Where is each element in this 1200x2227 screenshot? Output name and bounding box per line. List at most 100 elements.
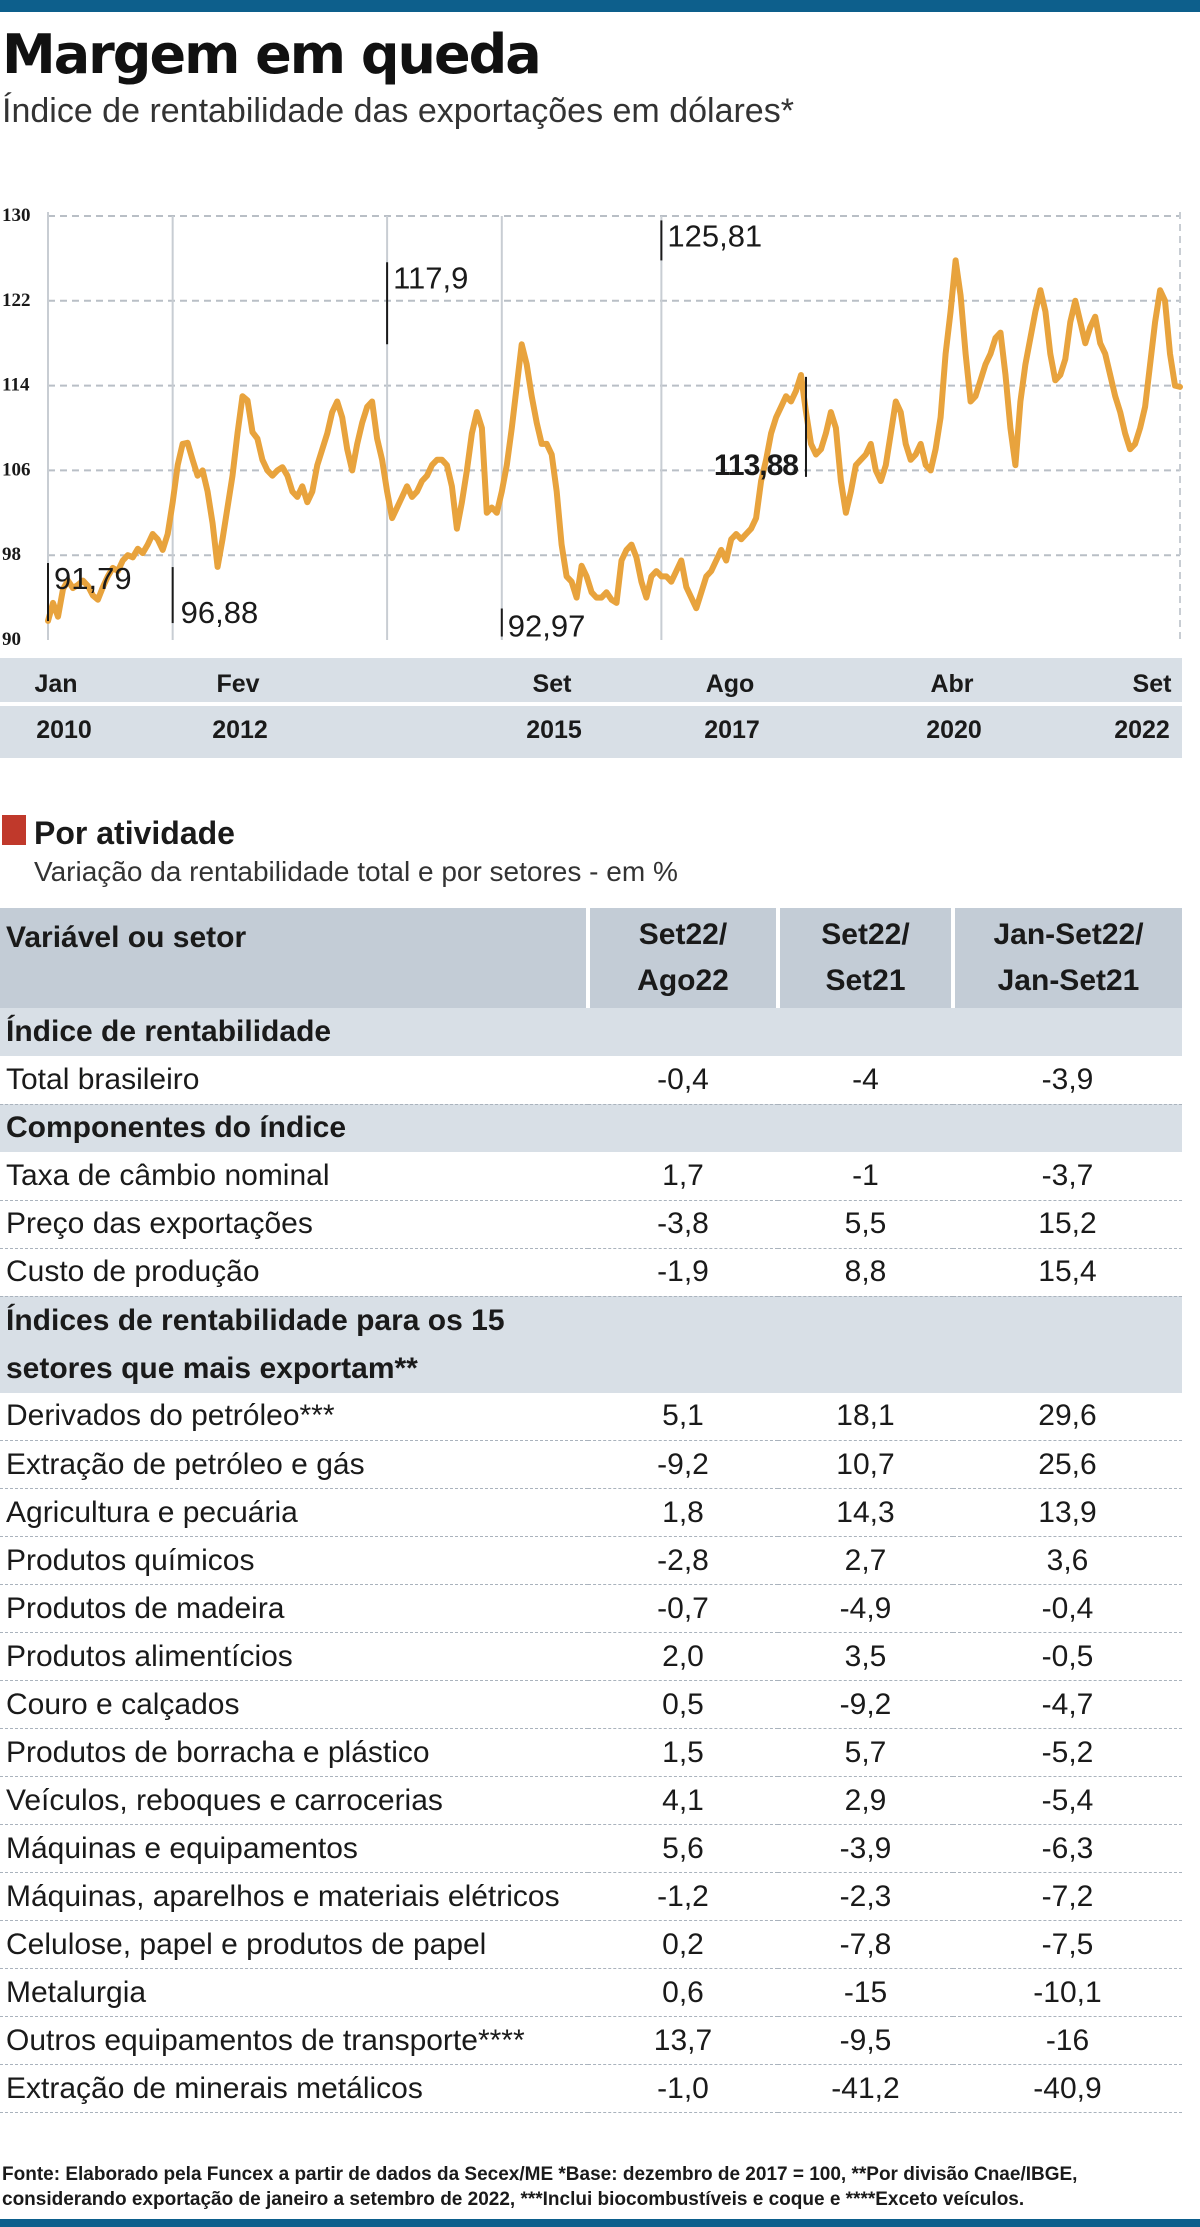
header-line: Jan-Set21 <box>997 964 1140 997</box>
row-label: Custo de produção <box>0 1248 588 1297</box>
page-title: Margem em queda <box>2 23 542 86</box>
table-row: Couro e calçados 0,5 -9,2 -4,7 <box>0 1680 1182 1729</box>
section-marker <box>2 815 26 845</box>
row-value: 29,6 <box>953 1392 1182 1441</box>
row-label: Extração de petróleo e gás <box>0 1440 588 1489</box>
table-row: Derivados do petróleo*** 5,1 18,1 29,6 <box>0 1392 1182 1441</box>
x-tick-month: Fev <box>216 670 260 698</box>
x-tick-month: Set <box>1132 670 1172 698</box>
header-variable: Variável ou setor <box>0 908 588 1008</box>
x-axis-month-band <box>0 658 1182 702</box>
row-label: Agricultura e pecuária <box>0 1488 588 1537</box>
row-value: -4,9 <box>778 1584 953 1633</box>
row-value: -3,9 <box>778 1824 953 1873</box>
table-row: Metalurgia 0,6 -15 -10,1 <box>0 1968 1182 2017</box>
row-value: 1,7 <box>588 1152 778 1201</box>
row-value: 5,1 <box>588 1392 778 1441</box>
row-value: -0,7 <box>588 1584 778 1633</box>
table-row: Produtos químicos -2,8 2,7 3,6 <box>0 1536 1182 1585</box>
row-label: Produtos químicos <box>0 1536 588 1585</box>
table-header-row: Variável ou setor Set22/Ago22 Set22/Set2… <box>0 908 1182 1008</box>
row-value: 2,7 <box>778 1536 953 1585</box>
table-group-row: Índices de rentabilidade para os 15 setor… <box>0 1296 1182 1393</box>
row-label: Celulose, papel e produtos de papel <box>0 1920 588 1969</box>
row-value: -4,7 <box>953 1680 1182 1729</box>
row-value: -7,5 <box>953 1920 1182 1969</box>
row-value: -3,7 <box>953 1152 1182 1201</box>
y-tick-label: 98 <box>2 544 21 565</box>
row-value: 3,5 <box>778 1632 953 1681</box>
group-label-line: Componentes do índice <box>6 1111 347 1145</box>
row-label: Veículos, reboques e carrocerias <box>0 1776 588 1825</box>
group-label: Índice de rentabilidade <box>0 1008 1182 1056</box>
row-value: -4 <box>778 1056 953 1105</box>
row-value: 2,0 <box>588 1632 778 1681</box>
table-row: Taxa de câmbio nominal 1,7 -1 -3,7 <box>0 1152 1182 1201</box>
x-axis-year-band <box>0 706 1182 758</box>
annotation-label: 117,9 <box>393 260 468 295</box>
group-label-line: Índices de rentabilidade para os 15 <box>6 1303 505 1337</box>
header-line: Ago22 <box>637 964 729 997</box>
row-value: 3,6 <box>953 1536 1182 1585</box>
table-row: Extração de minerais metálicos -1,0 -41,2-… <box>0 2064 1182 2113</box>
row-value: 5,5 <box>778 1200 953 1249</box>
table-group-row: Componentes do índice <box>0 1104 1182 1152</box>
row-value: 25,6 <box>953 1440 1182 1489</box>
row-value: -41,2 <box>778 2064 953 2113</box>
row-value: -1,0 <box>588 2064 778 2113</box>
row-value: 8,8 <box>778 1248 953 1297</box>
row-label: Produtos alimentícios <box>0 1632 588 1681</box>
row-value: 5,7 <box>778 1728 953 1777</box>
annotation-label: 91,79 <box>54 561 132 596</box>
row-value: 15,4 <box>953 1248 1182 1297</box>
bottom-accent-bar <box>0 2219 1200 2227</box>
row-value: -9,2 <box>778 1680 953 1729</box>
y-tick-label: 90 <box>2 629 21 650</box>
row-value: -0,4 <box>953 1584 1182 1633</box>
row-value: 1,8 <box>588 1488 778 1537</box>
row-label: Outros equipamentos de transporte**** <box>0 2016 588 2065</box>
row-value: -9,2 <box>588 1440 778 1489</box>
table-row: Celulose, papel e produtos de papel 0,2 -7… <box>0 1920 1182 1969</box>
y-tick-label: 106 <box>2 459 31 480</box>
x-tick-year: 2010 <box>36 716 92 744</box>
section-subtitle: Variação da rentabilidade total e por se… <box>34 856 678 887</box>
x-tick-month: Set <box>532 670 572 698</box>
row-value: 0,2 <box>588 1920 778 1969</box>
x-tick-year: 2017 <box>704 716 760 744</box>
row-label: Taxa de câmbio nominal <box>0 1152 588 1201</box>
footnote: Fonte: Elaborado pela Funcex a partir de… <box>2 2164 1078 2210</box>
row-label: Couro e calçados <box>0 1680 588 1729</box>
group-label-line: setores que mais exportam** <box>6 1351 418 1385</box>
row-value: 18,1 <box>778 1392 953 1441</box>
row-value: -7,2 <box>953 1872 1182 1921</box>
row-value: -2,3 <box>778 1872 953 1921</box>
row-value: 0,5 <box>588 1680 778 1729</box>
x-tick-month: Ago <box>705 670 755 698</box>
row-value: 13,9 <box>953 1488 1182 1537</box>
row-label: Máquinas e equipamentos <box>0 1824 588 1873</box>
annotation-label: 113,88 <box>714 449 798 482</box>
x-tick-year: 2022 <box>1114 716 1170 744</box>
y-tick-label: 130 <box>2 205 31 226</box>
row-value: -2,8 <box>588 1536 778 1585</box>
table-row: Agricultura e pecuária 1,8 14,3 13,9 <box>0 1488 1182 1537</box>
table-row: Produtos alimentícios 2,0 3,5 -0,5 <box>0 1632 1182 1681</box>
row-value: 0,6 <box>588 1968 778 2017</box>
row-value: -40,9 <box>953 2064 1182 2113</box>
table-row: Custo de produção -1,9 8,8 15,4 <box>0 1248 1182 1297</box>
row-label: Produtos de madeira <box>0 1584 588 1633</box>
row-value: 2,9 <box>778 1776 953 1825</box>
row-value: -1 <box>778 1152 953 1201</box>
header-set22-ago22: Set22/Ago22 <box>586 908 778 1008</box>
header-set22-set21: Set22/Set21 <box>776 908 953 1008</box>
table-group-row: Índice de rentabilidade <box>0 1008 1182 1056</box>
header-jan-set: Jan-Set22/Jan-Set21 <box>951 908 1182 1008</box>
row-label: Produtos de borracha e plástico <box>0 1728 588 1777</box>
header-line: Set22/ <box>638 918 728 951</box>
row-label: Metalurgia <box>0 1968 588 2017</box>
row-value: 13,7 <box>588 2016 778 2065</box>
table-row: Preço das exportações -3,8 5,5 15,2 <box>0 1200 1182 1249</box>
table-row: Produtos de borracha e plástico 1,5 5,7 -5,… <box>0 1728 1182 1777</box>
y-tick-label: 122 <box>2 290 31 311</box>
